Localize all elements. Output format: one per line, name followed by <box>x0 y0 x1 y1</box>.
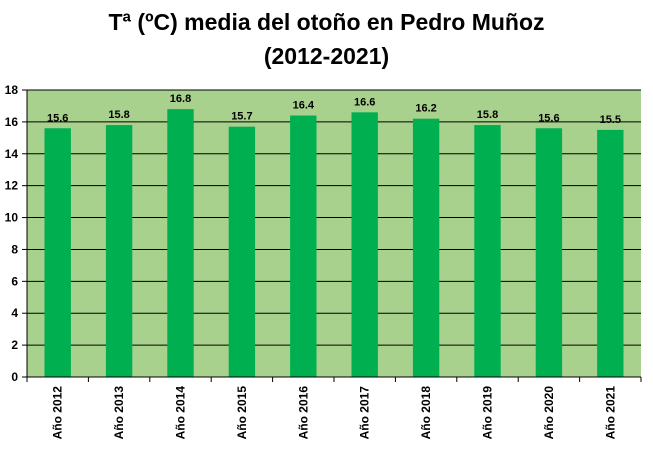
bar <box>535 128 563 377</box>
y-axis: 0 2 4 6 8 10 12 14 16 18 <box>5 83 28 384</box>
x-tick-label: Año 2012 <box>51 386 65 440</box>
bar <box>228 126 256 377</box>
bar <box>351 112 378 378</box>
data-label: 15.6 <box>47 112 68 124</box>
y-tick-label: 6 <box>11 274 18 288</box>
y-tick-label: 4 <box>11 306 18 320</box>
x-tick-label: Año 2013 <box>112 386 126 440</box>
data-label: 15.5 <box>600 114 621 126</box>
y-tick-label: 8 <box>11 242 18 256</box>
bar <box>44 128 71 377</box>
x-tick-label: Año 2020 <box>542 386 556 440</box>
x-tick-label: Año 2021 <box>603 386 617 440</box>
data-label: 16.4 <box>293 100 315 112</box>
data-label: 16.6 <box>354 96 375 108</box>
data-labels: 15.6 15.8 16.8 15.7 16.4 16.6 16.2 15.8 15.6 15.5 <box>47 93 621 126</box>
bar <box>597 129 624 377</box>
data-label: 15.8 <box>477 109 498 121</box>
bars <box>44 109 624 378</box>
data-label: 16.2 <box>415 103 436 115</box>
y-tick-label: 0 <box>11 370 18 384</box>
chart-title: Tª (ºC) media del otoño en Pedro Muñoz <box>108 9 545 35</box>
bar <box>412 118 440 377</box>
y-tick-label: 10 <box>5 211 19 225</box>
x-tick-label: Año 2015 <box>235 386 249 440</box>
y-tick-label: 2 <box>11 338 18 352</box>
x-tick-label: Año 2019 <box>481 386 495 440</box>
chart-subtitle: (2012-2021) <box>263 43 390 69</box>
x-tick-label: Año 2017 <box>358 386 372 440</box>
y-tick-label: 18 <box>5 83 19 97</box>
bar <box>167 109 194 377</box>
x-tick-label: Año 2014 <box>174 386 188 440</box>
y-tick-label: 12 <box>5 179 19 193</box>
data-label: 16.8 <box>170 93 191 105</box>
bar <box>290 115 317 377</box>
y-tick-label: 16 <box>5 115 19 129</box>
data-label: 15.8 <box>108 109 129 121</box>
bar <box>105 125 133 377</box>
bar <box>474 125 501 377</box>
y-tick-label: 14 <box>5 147 19 161</box>
data-label: 15.6 <box>538 112 559 124</box>
data-label: 15.7 <box>231 111 252 123</box>
x-axis: Año 2012 Año 2013 Año 2014 Año 2015 Año 2016… <box>26 376 642 440</box>
x-tick-label: Año 2018 <box>419 386 433 440</box>
x-tick-label: Año 2016 <box>296 386 310 440</box>
